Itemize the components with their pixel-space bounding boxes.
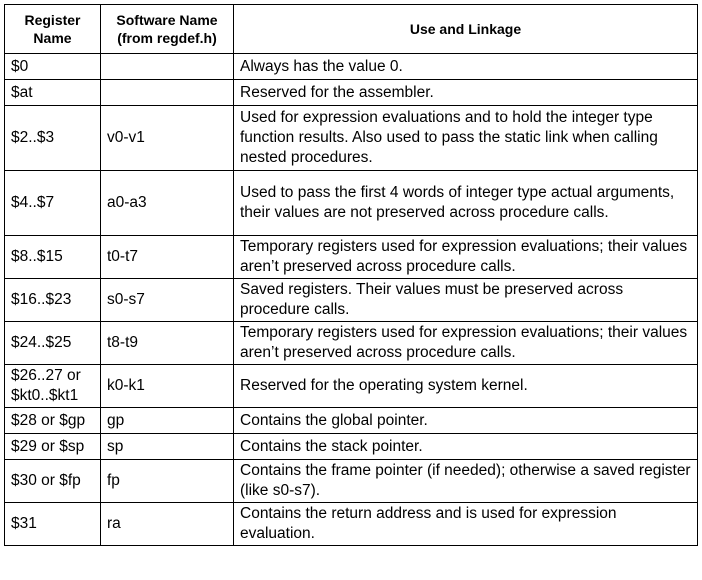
cell-software-name: fp	[100, 459, 234, 503]
table-row: $24..$25 t8-t9 Temporary registers used …	[4, 321, 698, 365]
cell-register: $16..$23	[4, 278, 101, 322]
header-use-linkage: Use and Linkage	[233, 4, 698, 54]
cell-register: $0	[4, 53, 101, 80]
cell-use-linkage: Contains the frame pointer (if needed); …	[233, 459, 698, 503]
cell-register: $8..$15	[4, 235, 101, 279]
cell-software-name: a0-a3	[100, 170, 234, 236]
cell-use-linkage: Contains the global pointer.	[233, 407, 698, 434]
table-header-row: Register Name Software Name (from regdef…	[4, 4, 698, 54]
cell-software-name: sp	[100, 433, 234, 460]
cell-register: $31	[4, 502, 101, 546]
cell-use-linkage: Saved registers. Their values must be pr…	[233, 278, 698, 322]
cell-register: $26..27 or $kt0..$kt1	[4, 364, 101, 408]
cell-register: $at	[4, 79, 101, 106]
table-row: $2..$3 v0-v1 Used for expression evaluat…	[4, 105, 698, 171]
cell-register: $29 or $sp	[4, 433, 101, 460]
table-row: $28 or $gp gp Contains the global pointe…	[4, 407, 698, 434]
cell-software-name: v0-v1	[100, 105, 234, 171]
cell-use-linkage: Used for expression evaluations and to h…	[233, 105, 698, 171]
header-register-name: Register Name	[4, 4, 101, 54]
table-row: $4..$7 a0-a3 Used to pass the first 4 wo…	[4, 170, 698, 236]
cell-use-linkage: Reserved for the operating system kernel…	[233, 364, 698, 408]
cell-software-name: k0-k1	[100, 364, 234, 408]
cell-use-linkage: Used to pass the first 4 words of intege…	[233, 170, 698, 236]
cell-use-linkage: Contains the return address and is used …	[233, 502, 698, 546]
cell-software-name: t0-t7	[100, 235, 234, 279]
header-software-name: Software Name (from regdef.h)	[100, 4, 234, 54]
cell-register: $2..$3	[4, 105, 101, 171]
table-row: $26..27 or $kt0..$kt1 k0-k1 Reserved for…	[4, 364, 698, 408]
table-row: $0 Always has the value 0.	[4, 53, 698, 80]
cell-software-name: gp	[100, 407, 234, 434]
table-row: $8..$15 t0-t7 Temporary registers used f…	[4, 235, 698, 279]
cell-use-linkage: Contains the stack pointer.	[233, 433, 698, 460]
cell-register: $4..$7	[4, 170, 101, 236]
table-row: $31 ra Contains the return address and i…	[4, 502, 698, 546]
cell-register: $28 or $gp	[4, 407, 101, 434]
table-row: $at Reserved for the assembler.	[4, 79, 698, 106]
table-row: $29 or $sp sp Contains the stack pointer…	[4, 433, 698, 460]
cell-register: $24..$25	[4, 321, 101, 365]
cell-software-name: t8-t9	[100, 321, 234, 365]
table-row: $30 or $fp fp Contains the frame pointer…	[4, 459, 698, 503]
register-usage-table: Register Name Software Name (from regdef…	[4, 4, 698, 546]
cell-software-name	[100, 79, 234, 106]
cell-use-linkage: Always has the value 0.	[233, 53, 698, 80]
cell-software-name: ra	[100, 502, 234, 546]
cell-register: $30 or $fp	[4, 459, 101, 503]
table-row: $16..$23 s0-s7 Saved registers. Their va…	[4, 278, 698, 322]
cell-use-linkage: Temporary registers used for expression …	[233, 235, 698, 279]
cell-use-linkage: Reserved for the assembler.	[233, 79, 698, 106]
cell-use-linkage: Temporary registers used for expression …	[233, 321, 698, 365]
register-table-container: Register Name Software Name (from regdef…	[4, 4, 698, 546]
cell-software-name: s0-s7	[100, 278, 234, 322]
cell-software-name	[100, 53, 234, 80]
